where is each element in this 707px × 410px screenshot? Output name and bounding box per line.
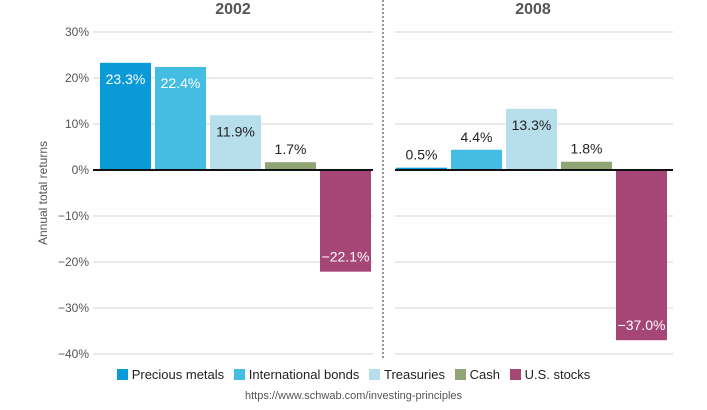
y-tick-label: −20% (58, 255, 89, 269)
data-label: 4.4% (461, 129, 493, 145)
legend-swatch (509, 369, 521, 380)
y-tick-label: −30% (58, 301, 89, 315)
legend: Precious metals International bonds Trea… (0, 367, 707, 383)
panel-title-2008: 2008 (515, 1, 551, 18)
data-label: 1.7% (275, 141, 307, 157)
y-tick-label: −10% (58, 209, 89, 223)
y-tick-label: 10% (65, 117, 89, 131)
legend-item-us-stocks: U.S. stocks (509, 367, 591, 382)
bar (155, 66, 206, 170)
legend-label: International bonds (248, 367, 360, 382)
bar (451, 149, 502, 170)
bar (616, 170, 667, 341)
bar (320, 170, 371, 272)
legend-swatch (233, 369, 245, 380)
y-tick-label: 30% (65, 25, 89, 39)
data-label: −37.0% (618, 317, 666, 333)
data-label: 13.3% (512, 117, 552, 133)
bar (265, 162, 316, 170)
legend-label: U.S. stocks (524, 367, 591, 382)
data-label: 23.3% (106, 71, 146, 87)
legend-label: Precious metals (131, 367, 225, 382)
legend-item-international-bonds: International bonds (233, 367, 360, 382)
y-axis-label: Annual total returns (36, 141, 50, 245)
data-label: 22.4% (161, 75, 201, 91)
data-label: −22.1% (322, 249, 370, 265)
data-label: 1.8% (571, 141, 603, 157)
legend-label: Cash (469, 367, 500, 382)
y-tick-label: 0% (72, 163, 90, 177)
legend-item-cash: Cash (454, 367, 500, 382)
bar (561, 161, 612, 170)
source-url: https://www.schwab.com/investing-princip… (244, 390, 463, 402)
legend-item-precious-metals: Precious metals (116, 367, 225, 382)
legend-label: Treasuries (384, 367, 445, 382)
bar (100, 62, 151, 170)
data-label: 11.9% (216, 123, 255, 139)
y-tick-label: 20% (65, 71, 89, 85)
panel-title-2002: 2002 (215, 1, 251, 18)
bar (396, 167, 447, 170)
legend-swatch (454, 369, 466, 380)
bar (210, 115, 261, 170)
legend-item-treasuries: Treasuries (369, 367, 445, 382)
legend-swatch (369, 369, 381, 380)
bar (506, 108, 557, 170)
data-label: 0.5% (406, 147, 438, 163)
y-tick-label: −40% (58, 347, 89, 361)
legend-swatch (116, 369, 128, 380)
